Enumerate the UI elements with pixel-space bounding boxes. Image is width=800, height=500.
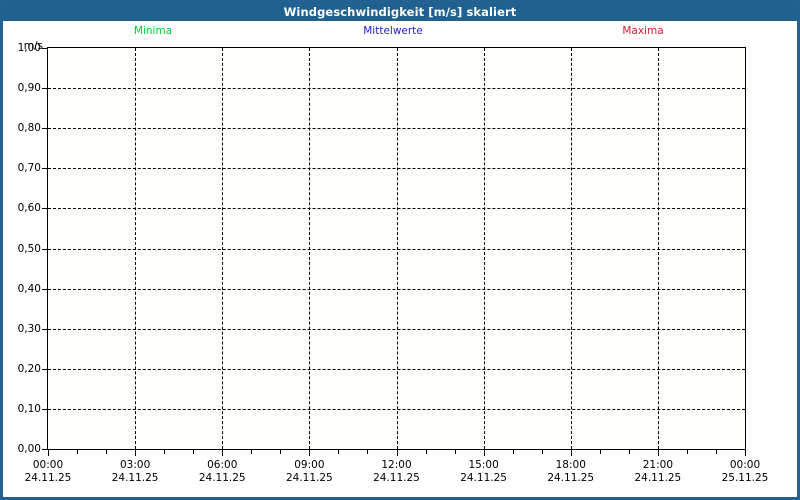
gridline-vertical [657, 48, 659, 449]
x-axis-tick-time: 00:00 [32, 459, 64, 471]
x-axis-tick-time: 06:00 [207, 459, 238, 471]
x-axis-tick-mark [657, 450, 659, 456]
plot-container: m/s 1,00 0,90 0,80 0,70 0,60 0,50 0,40 0,30 0,20… [3, 3, 797, 497]
y-axis-tick-mark [42, 208, 47, 210]
y-axis-tick-label: 0,60 [17, 202, 41, 215]
x-axis-minor-tick-mark [251, 450, 253, 454]
x-axis-tick-label: 06:00 24.11.25 [177, 459, 267, 485]
y-axis-tick-mark [42, 368, 47, 370]
x-axis-tick-mark [483, 450, 485, 456]
x-axis-minor-tick-mark [599, 450, 601, 454]
x-axis-tick-label: 12:00 24.11.25 [352, 459, 442, 485]
gridline-vertical [483, 48, 485, 449]
legend-item-maxima: Maxima [588, 24, 698, 38]
x-axis-tick-date: 24.11.25 [24, 472, 72, 484]
x-axis-tick-time: 15:00 [468, 459, 499, 471]
x-axis-tick-mark [745, 450, 746, 456]
y-axis-tick-label: 0,20 [17, 362, 41, 375]
x-axis-tick-date: 24.11.25 [373, 472, 420, 484]
x-axis-tick-date: 24.11.25 [285, 472, 333, 484]
page-title: Windgeschwindigkeit [m/s] skaliert [283, 5, 517, 19]
x-axis-minor-tick-mark [686, 450, 688, 454]
y-axis-unit-label: m/s [23, 40, 43, 52]
y-axis-tick-mark [42, 449, 47, 450]
y-axis-tick-label: 0,70 [17, 162, 41, 175]
x-axis-minor-tick-mark [541, 450, 543, 454]
x-axis-tick-date: 24.11.25 [198, 472, 246, 484]
legend-label-minima: Minima [133, 25, 173, 37]
x-axis-tick-label: 09:00 24.11.25 [264, 459, 354, 485]
x-axis-minor-tick-mark [193, 450, 195, 454]
x-axis-minor-tick-mark [512, 450, 514, 454]
plot-area [47, 47, 746, 450]
y-axis-tick-label: 0,90 [17, 82, 41, 95]
y-axis-tick-label: 0,10 [17, 402, 41, 415]
x-axis-minor-tick-mark [628, 450, 630, 454]
gridline-vertical [396, 48, 398, 449]
x-axis-tick-mark [396, 450, 398, 456]
y-axis-tick-label: 1,00 [17, 42, 41, 54]
x-axis-tick-label: 18:00 24.11.25 [526, 459, 616, 485]
x-axis-minor-tick-mark [164, 450, 166, 454]
gridline-vertical [222, 48, 224, 449]
y-axis-tick-mark [42, 288, 47, 290]
gridline-vertical [135, 48, 137, 449]
gridline-vertical [309, 48, 311, 449]
y-axis-tick-label: 0,50 [17, 242, 41, 255]
chart-legend: Minima Mittelwerte Maxima [3, 24, 797, 38]
y-axis-tick-mark [42, 88, 47, 90]
x-axis-minor-tick-mark [280, 450, 282, 454]
legend-label-maxima: Maxima [622, 25, 664, 37]
x-axis-tick-time: 03:00 [119, 459, 151, 471]
chart-title-bar: Windgeschwindigkeit [m/s] skaliert [3, 3, 797, 21]
y-axis-tick-mark [42, 328, 47, 330]
x-axis-minor-tick-mark [425, 450, 427, 454]
x-axis-tick-time: 18:00 [555, 459, 586, 471]
x-axis-tick-label: 15:00 24.11.25 [439, 459, 529, 485]
x-axis-tick-time: 09:00 [294, 459, 325, 471]
x-axis-tick-time: 00:00 [729, 459, 761, 471]
y-axis-tick-mark [42, 128, 47, 130]
x-axis-tick-mark [222, 450, 224, 456]
y-axis-tick-label: 0,80 [17, 122, 41, 135]
y-axis-tick-label: 0,30 [17, 322, 41, 335]
y-axis-tick-label: 0,40 [17, 282, 41, 295]
y-axis-tick-mark [42, 248, 47, 250]
x-axis-tick-date: 25.11.25 [721, 472, 769, 484]
x-axis-tick-date: 24.11.25 [547, 472, 595, 484]
y-axis-tick-mark [42, 168, 47, 170]
x-axis-tick-mark [48, 450, 49, 456]
y-axis-tick-mark [42, 48, 47, 49]
x-axis-tick-date: 24.11.25 [460, 472, 507, 484]
y-axis-tick-label: 0,00 [17, 443, 41, 455]
x-axis-tick-date: 24.11.25 [111, 472, 159, 484]
x-axis-tick-label: 00:00 24.11.25 [3, 459, 93, 485]
x-axis-tick-date: 24.11.25 [634, 472, 682, 484]
x-axis-minor-tick-mark [106, 450, 108, 454]
x-axis-minor-tick-mark [77, 450, 79, 454]
x-axis-tick-time: 21:00 [642, 459, 673, 471]
y-axis-tick-mark [42, 408, 47, 410]
x-axis-tick-mark [135, 450, 137, 456]
x-axis-minor-tick-mark [715, 450, 717, 454]
x-axis-tick-label: 00:00 25.11.25 [700, 459, 790, 485]
legend-item-minima: Minima [98, 24, 208, 38]
legend-label-mittelwerte: Mittelwerte [363, 25, 423, 37]
gridline-vertical [570, 48, 572, 449]
x-axis-minor-tick-mark [338, 450, 340, 454]
x-axis-tick-label: 03:00 24.11.25 [90, 459, 180, 485]
x-axis-minor-tick-mark [367, 450, 369, 454]
legend-item-mittelwerte: Mittelwerte [333, 24, 453, 38]
x-axis-tick-mark [570, 450, 572, 456]
x-axis-minor-tick-mark [454, 450, 456, 454]
x-axis-tick-label: 21:00 24.11.25 [613, 459, 703, 485]
x-axis-tick-time: 12:00 [381, 459, 412, 471]
x-axis-tick-mark [309, 450, 311, 456]
